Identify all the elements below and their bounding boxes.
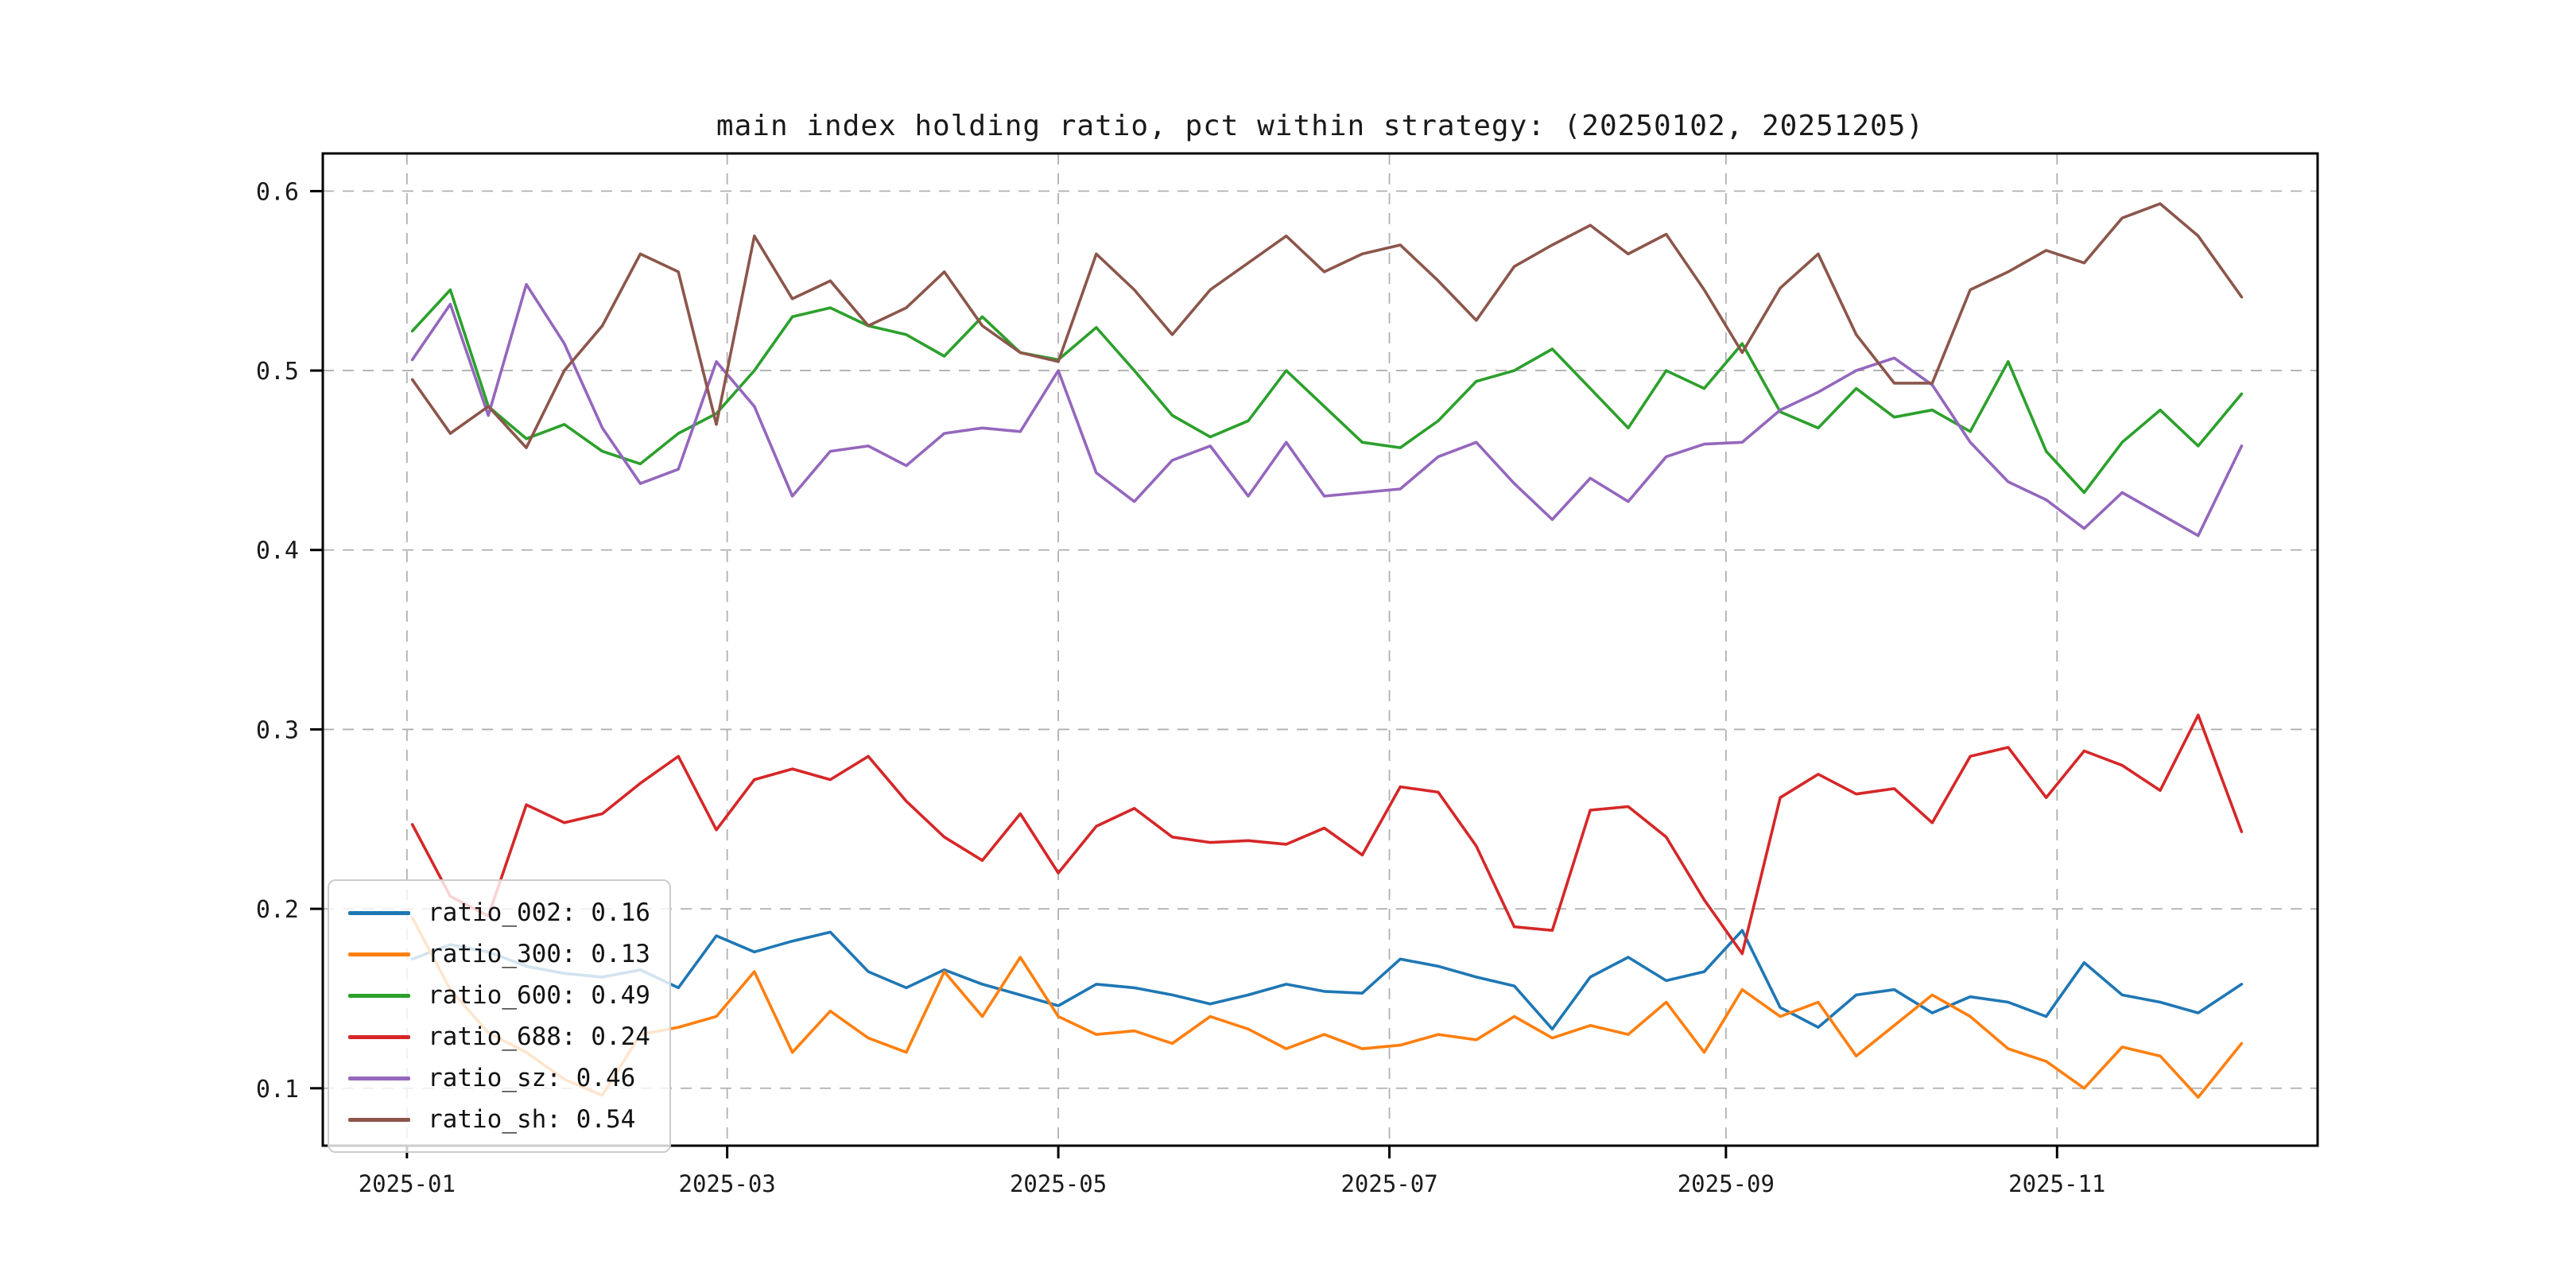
series-line-ratio_688 [410,713,2244,956]
axes-frame [321,152,2319,1147]
series-line-ratio_600 [410,288,2244,495]
x-tick-label: 2025-09 [1678,1170,1775,1197]
legend-swatch-ratio_688 [348,1034,410,1039]
legend-label-ratio_002: ratio_002: 0.16 [428,898,650,927]
legend-item-ratio_600: ratio_600: 0.49 [348,975,650,1016]
legend-item-ratio_sz: ratio_sz: 0.46 [348,1057,650,1099]
legend-item-ratio_sh: ratio_sh: 0.54 [348,1099,650,1140]
legend-swatch-ratio_002 [348,910,410,915]
legend: ratio_002: 0.16 ratio_300: 0.13 ratio_600:… [328,879,671,1153]
x-tick-label: 2025-05 [1010,1170,1107,1197]
legend-swatch-ratio_sz [348,1076,410,1080]
legend-item-ratio_300: ratio_300: 0.13 [348,933,650,975]
legend-label-ratio_300: ratio_300: 0.13 [428,940,650,968]
y-tick-label: 0.3 [256,716,299,744]
y-tick-label: 0.4 [256,537,299,565]
chart-title: main index holding ratio, pct within str… [716,110,1925,142]
legend-label-ratio_sz: ratio_sz: 0.46 [428,1064,636,1092]
legend-label-ratio_688: ratio_688: 0.24 [428,1022,650,1051]
y-tick-label: 0.1 [256,1076,299,1104]
legend-swatch-ratio_300 [348,952,410,956]
legend-item-ratio_002: ratio_002: 0.16 [348,892,650,933]
x-tick-label: 2025-11 [2008,1170,2105,1197]
x-tick-label: 2025-01 [359,1170,456,1197]
legend-item-ratio_688: ratio_688: 0.24 [348,1016,650,1057]
y-tick-label: 0.6 [256,178,299,206]
legend-label-ratio_sh: ratio_sh: 0.54 [428,1105,636,1134]
legend-swatch-ratio_600 [348,993,410,998]
legend-swatch-ratio_sh [348,1117,410,1122]
legend-label-ratio_600: ratio_600: 0.49 [428,981,650,1010]
y-tick-label: 0.2 [256,896,299,924]
series-line-ratio_sz [410,282,2244,537]
series-line-ratio_sh [410,202,2244,449]
y-tick-label: 0.5 [256,358,299,386]
x-tick-label: 2025-07 [1340,1170,1437,1197]
series-line-ratio_002 [410,929,2244,1031]
series-line-ratio_300 [410,916,2244,1099]
x-tick-label: 2025-03 [679,1170,776,1197]
